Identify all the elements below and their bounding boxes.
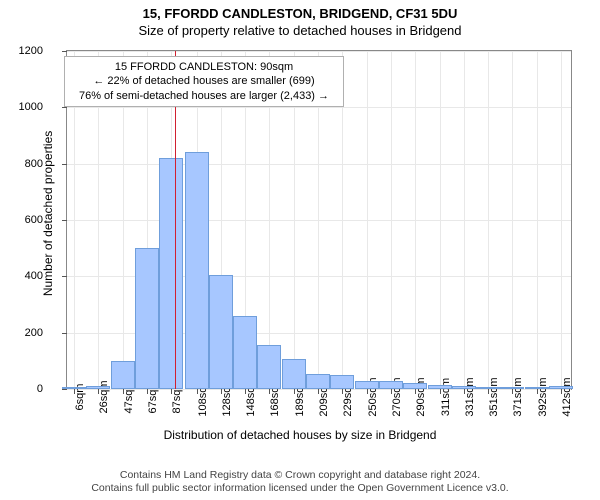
bar — [355, 381, 379, 389]
gridline-v — [537, 51, 538, 389]
bar — [159, 158, 183, 389]
bar — [62, 387, 86, 389]
bar — [233, 316, 257, 389]
bar — [185, 152, 209, 389]
bar — [86, 386, 110, 389]
bar — [379, 381, 403, 389]
gridline-v — [391, 51, 392, 389]
gridline-v — [561, 51, 562, 389]
ytick-label: 400 — [25, 270, 67, 282]
annotation-line: 76% of semi-detached houses are larger (… — [71, 89, 337, 103]
annotation-line: ← 22% of detached houses are smaller (69… — [71, 74, 337, 88]
bar — [111, 361, 135, 389]
ytick-label: 800 — [25, 158, 67, 170]
gridline-v — [512, 51, 513, 389]
gridline-h — [67, 107, 571, 108]
title-line-2: Size of property relative to detached ho… — [0, 21, 600, 38]
bar — [209, 275, 233, 389]
gridline-h — [67, 51, 571, 52]
gridline-v — [415, 51, 416, 389]
gridline-h — [67, 220, 571, 221]
bar — [282, 359, 306, 389]
gridline-v — [440, 51, 441, 389]
gridline-v — [367, 51, 368, 389]
x-axis-label: Distribution of detached houses by size … — [0, 428, 600, 442]
ytick-label: 200 — [25, 327, 67, 339]
bar — [476, 387, 500, 389]
bar — [306, 374, 330, 389]
xtick-label: 311sqm — [440, 378, 452, 416]
chart-container: 15, FFORDD CANDLESTON, BRIDGEND, CF31 5D… — [0, 0, 600, 500]
gridline-h — [67, 164, 571, 165]
bar — [549, 386, 573, 389]
annotation-line: 15 FFORDD CANDLESTON: 90sqm — [71, 60, 337, 74]
bar — [257, 345, 281, 389]
ytick-label: 600 — [25, 214, 67, 226]
footer-line-1: Contains HM Land Registry data © Crown c… — [0, 469, 600, 483]
title-line-1: 15, FFORDD CANDLESTON, BRIDGEND, CF31 5D… — [0, 0, 600, 21]
bar — [500, 387, 524, 389]
bar — [452, 386, 476, 389]
xtick-label: 331sqm — [464, 377, 476, 416]
ytick-label: 0 — [37, 383, 67, 395]
footer-line-2: Contains full public sector information … — [0, 482, 600, 496]
gridline-v — [464, 51, 465, 389]
xtick-label: 371sqm — [512, 377, 524, 416]
bar — [403, 383, 427, 389]
xtick-label: 392sqm — [537, 377, 549, 416]
gridline-v — [488, 51, 489, 389]
xtick-label: 351sqm — [488, 377, 500, 416]
xtick-label: 412sqm — [561, 377, 573, 416]
ytick-label: 1200 — [19, 45, 67, 57]
footer: Contains HM Land Registry data © Crown c… — [0, 469, 600, 496]
bar — [428, 385, 452, 389]
bar — [525, 387, 549, 389]
annotation-box: 15 FFORDD CANDLESTON: 90sqm← 22% of deta… — [64, 56, 344, 107]
ytick-label: 1000 — [19, 101, 67, 113]
bar — [135, 248, 159, 389]
bar — [330, 375, 354, 389]
